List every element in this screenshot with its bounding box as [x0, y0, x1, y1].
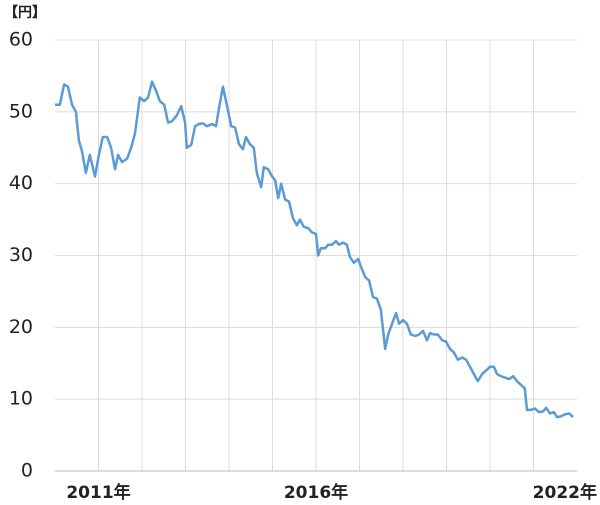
y-tick-label: 20	[9, 316, 33, 338]
x-tick-label: 2022年	[533, 482, 597, 503]
x-tick-label: 2011年	[66, 482, 130, 503]
line	[55, 80, 574, 419]
y-axis-label: 【円】	[4, 5, 46, 21]
y-tick-label: 40	[9, 172, 33, 194]
x-tick-label: 2016年	[284, 482, 348, 503]
y-tick-label: 10	[9, 388, 33, 410]
y-tick-label: 0	[21, 460, 33, 482]
y-tick-label: 50	[9, 100, 33, 122]
y-tick-label: 30	[9, 244, 33, 266]
y-tick-label: 60	[9, 29, 33, 51]
